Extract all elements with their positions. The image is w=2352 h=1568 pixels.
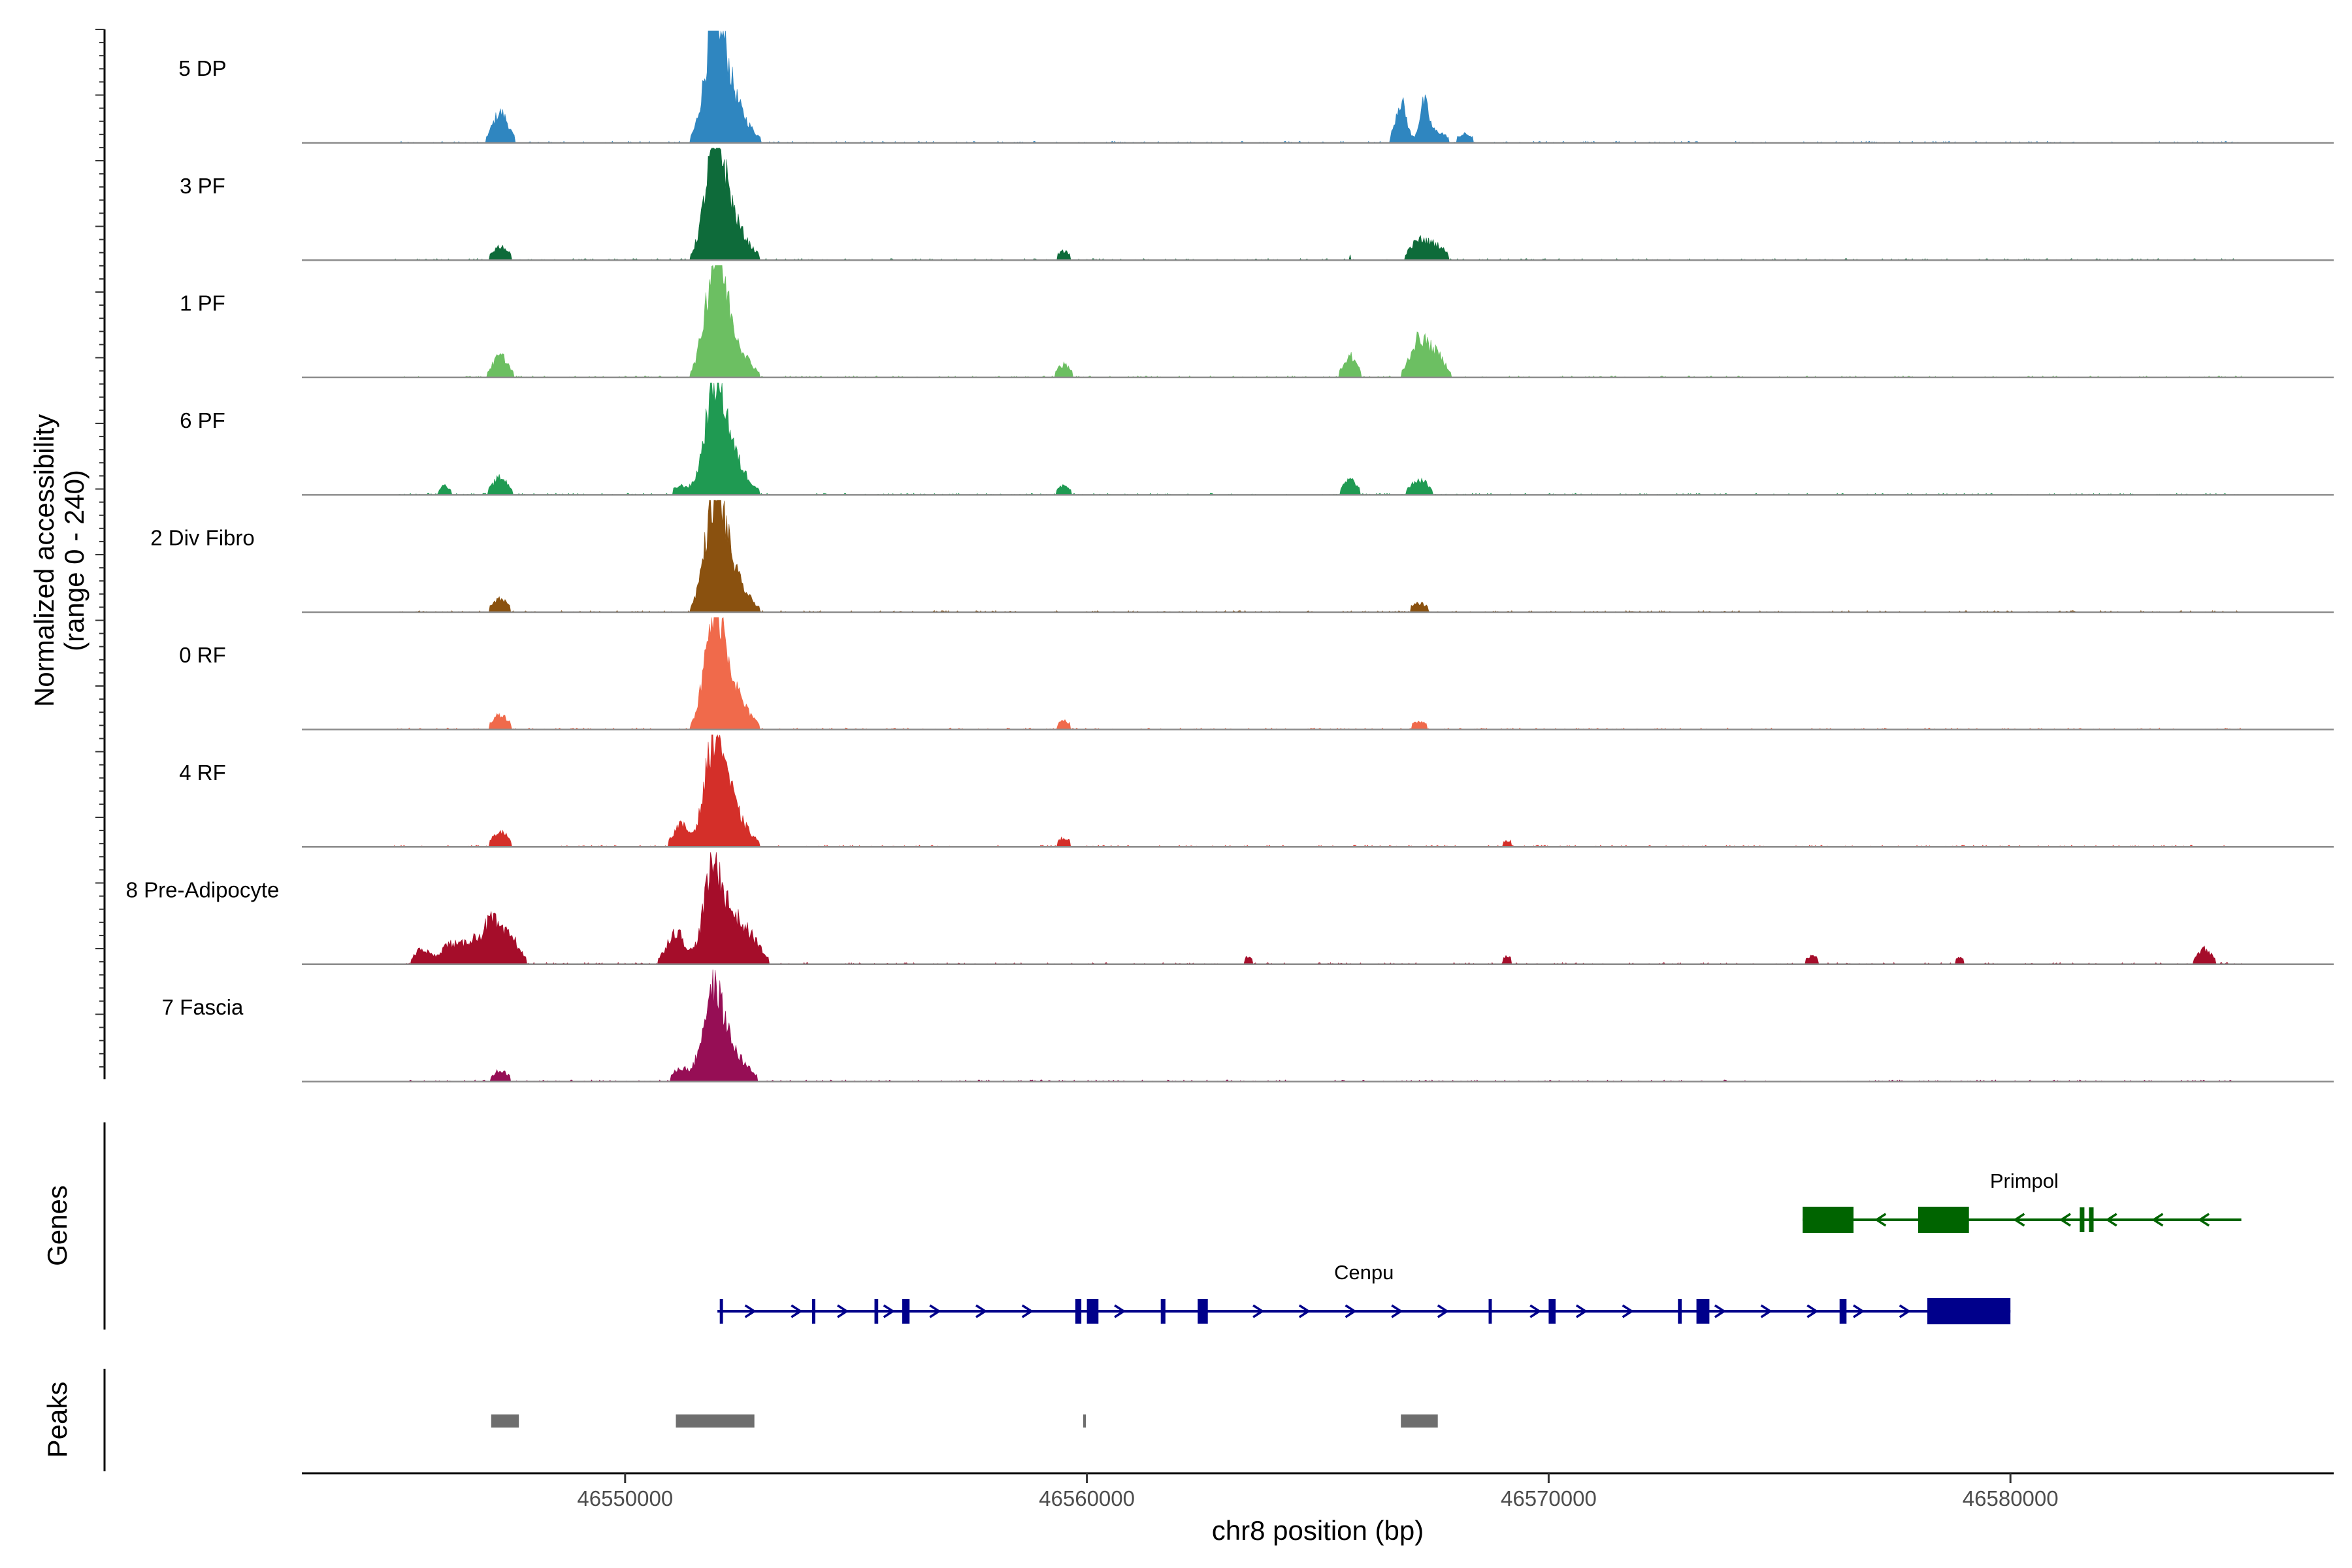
track-label: 0 RF (179, 643, 226, 667)
track-label: 4 RF (179, 760, 226, 785)
gene-exon (2080, 1207, 2085, 1232)
strand-arrow (1021, 1304, 1034, 1318)
gene-model: Primpol (1803, 1169, 2242, 1233)
peak-region (676, 1414, 755, 1428)
strand-arrow (929, 1304, 941, 1318)
gene-exon (874, 1299, 879, 1324)
strand-arrow (1391, 1304, 1403, 1318)
coverage-track: 4 RF (179, 734, 2334, 848)
strand-arrow (1622, 1304, 1634, 1318)
track-label: 8 Pre-Adipocyte (126, 877, 280, 902)
coverage-track: 1 PF (180, 265, 2334, 379)
peaks-panel-title: Peaks (42, 1382, 73, 1458)
track-label: 1 PF (180, 291, 225, 315)
strand-arrow (744, 1304, 757, 1318)
track-label: 7 Fascia (162, 995, 244, 1019)
coverage-track: 7 Fascia (162, 969, 2334, 1083)
gene-exon (1839, 1299, 1847, 1324)
strand-arrow (2105, 1213, 2117, 1227)
gene-exon (1086, 1299, 1099, 1324)
track-label: 3 PF (180, 174, 225, 198)
gene-exon (1488, 1299, 1492, 1324)
y-axis-title-line1: Normalized accessibility (29, 414, 59, 707)
gene-label: Cenpu (1334, 1261, 1394, 1284)
track-label: 6 PF (180, 408, 225, 433)
peak-region (1401, 1414, 1438, 1428)
strand-arrow (837, 1304, 849, 1318)
gene-exon (1198, 1299, 1208, 1324)
strand-arrow (1529, 1304, 1542, 1318)
strand-arrow (1114, 1304, 1126, 1318)
x-axis-title: chr8 position (bp) (1212, 1515, 1424, 1546)
x-tick-label: 46570000 (1501, 1486, 1597, 1511)
strand-arrow (883, 1304, 895, 1318)
peak-region (1083, 1414, 1086, 1428)
gene-exon (1160, 1299, 1166, 1324)
gene-exon (902, 1299, 910, 1324)
coverage-track: 0 RF (179, 617, 2334, 730)
x-tick-label: 46560000 (1039, 1486, 1135, 1511)
coverage-track: 8 Pre-Adipocyte (126, 852, 2334, 966)
gene-exon (1696, 1299, 1710, 1324)
coverage-track: 3 PF (180, 148, 2334, 261)
coverage-y-ticks (95, 29, 105, 1068)
coverage-tracks: 5 DP 3 PF 1 PF 6 PF 2 Div Fibro 0 RF 4 RF 8 Pre… (126, 30, 2334, 1083)
strand-arrow (1806, 1304, 1819, 1318)
strand-arrow (2013, 1213, 2025, 1227)
gene-exon (1927, 1298, 2011, 1324)
strand-arrow (1874, 1213, 1887, 1227)
genes-track: Primpol Cenpu (717, 1169, 2242, 1324)
strand-arrow (2197, 1213, 2210, 1227)
coverage-track: 6 PF (180, 382, 2334, 496)
strand-arrow (1760, 1304, 1772, 1318)
gene-exon (1803, 1207, 1854, 1233)
gene-exon (719, 1299, 723, 1324)
gene-model: Cenpu (717, 1261, 2011, 1324)
strand-arrow (1298, 1304, 1311, 1318)
gene-exon (1678, 1299, 1682, 1324)
x-tick-label: 46580000 (1963, 1486, 2059, 1511)
track-label: 2 Div Fibro (150, 526, 255, 550)
strand-arrow (975, 1304, 988, 1318)
peaks-track (491, 1414, 1438, 1428)
peak-region (491, 1414, 519, 1428)
gene-label: Primpol (1990, 1169, 2059, 1192)
gene-exon (1075, 1299, 1082, 1324)
gene-exon (2089, 1207, 2094, 1232)
gene-exon (812, 1299, 815, 1324)
gene-exon (1548, 1299, 1556, 1324)
strand-arrow (791, 1304, 803, 1318)
coverage-track: 5 DP (178, 30, 2334, 144)
strand-arrow (1853, 1304, 1865, 1318)
genes-panel-title: Genes (42, 1185, 73, 1266)
strand-arrow (2151, 1213, 2164, 1227)
strand-arrow (2059, 1213, 2071, 1227)
x-tick-label: 46550000 (577, 1486, 673, 1511)
track-label: 5 DP (178, 56, 226, 80)
coverage-track: 2 Div Fibro (150, 500, 2334, 613)
strand-arrow (1437, 1304, 1450, 1318)
x-axis-ticks: 46550000 46560000 46570000 46580000 (577, 1473, 2059, 1511)
strand-arrow (1575, 1304, 1588, 1318)
strand-arrow (1252, 1304, 1265, 1318)
strand-arrow (1714, 1304, 1727, 1318)
strand-arrow (1899, 1304, 1911, 1318)
strand-arrow (1345, 1304, 1357, 1318)
y-axis-title-line2: (range 0 - 240) (59, 470, 90, 651)
gene-exon (1918, 1207, 1969, 1233)
